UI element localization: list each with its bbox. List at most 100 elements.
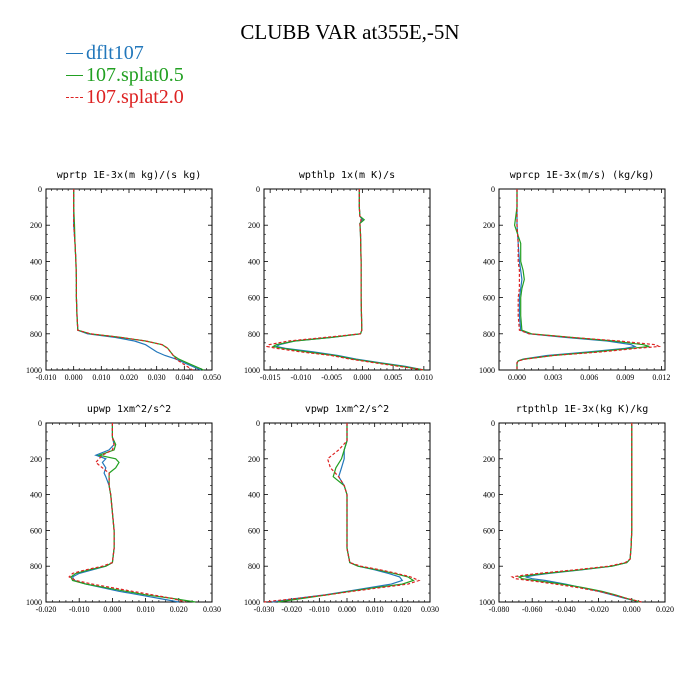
- x-tick-label: -0.010: [69, 605, 90, 614]
- x-tick-label: 0.010: [415, 373, 433, 382]
- legend-line-icon: [66, 96, 83, 98]
- x-tick-label: 0.000: [65, 373, 83, 382]
- legend-item-splat05: 107.splat0.5: [66, 64, 184, 86]
- x-tick-label: -0.060: [522, 605, 543, 614]
- panel-title: wprcp 1E-3x(m/s) (kg/kg): [510, 170, 655, 181]
- x-tick-label: 0.040: [175, 373, 193, 382]
- x-tick-label: 0.030: [421, 605, 439, 614]
- x-tick-label: -0.005: [321, 373, 342, 382]
- y-tick-label: 200: [30, 455, 42, 464]
- series-line-107-splat2-0: [510, 423, 642, 603]
- y-tick-label: 600: [248, 294, 260, 303]
- panel-title: upwp 1xm^2/s^2: [87, 404, 171, 415]
- x-tick-label: 0.003: [544, 373, 562, 382]
- panel-1: wpthlp 1x(m K)/s -0.015 -0.010 -0.005 0.000 0…: [244, 170, 433, 382]
- y-tick-label: 200: [248, 455, 260, 464]
- legend-label: dflt107: [86, 42, 144, 64]
- x-tick-label: -0.030: [254, 605, 275, 614]
- y-tick-label: 800: [248, 562, 260, 571]
- plot-frame: [45, 188, 213, 371]
- series-line-107-splat2-0: [265, 189, 424, 371]
- x-tick-label: -0.080: [489, 605, 510, 614]
- series-line-107-splat0-5: [517, 423, 641, 603]
- y-tick-label: 200: [483, 221, 495, 230]
- x-tick-label: -0.010: [309, 605, 330, 614]
- series-line-dflt107: [73, 189, 202, 371]
- x-tick-label: 0.009: [616, 373, 634, 382]
- series-line-107-splat2-0: [68, 423, 186, 603]
- y-tick-label: 1000: [244, 598, 260, 607]
- y-tick-label: 0: [256, 185, 260, 194]
- series-line-107-splat2-0: [73, 189, 193, 371]
- y-tick-label: 800: [483, 330, 495, 339]
- series-line-dflt107: [516, 189, 637, 370]
- y-tick-label: 1000: [26, 598, 42, 607]
- y-tick-label: 400: [30, 257, 42, 266]
- y-tick-label: 200: [248, 221, 260, 230]
- x-tick-label: 0.010: [137, 605, 155, 614]
- series-line-107-splat0-5: [277, 423, 415, 603]
- y-tick-label: 600: [30, 526, 42, 535]
- x-tick-label: 0.010: [92, 373, 110, 382]
- y-tick-label: 200: [483, 455, 495, 464]
- figure-title: CLUBB VAR at355E,-5N: [240, 20, 460, 44]
- legend-label: 107.splat2.0: [86, 86, 184, 108]
- series-line-107-splat0-5: [513, 189, 650, 370]
- x-tick-label: 0.000: [623, 605, 641, 614]
- panel-title: vpwp 1xm^2/s^2: [305, 404, 389, 415]
- x-tick-label: -0.010: [291, 373, 312, 382]
- panel-title: wpthlp 1x(m K)/s: [299, 170, 395, 181]
- y-tick-label: 600: [248, 526, 260, 535]
- panel-0: wprtp 1E-3x(m kg)/(s kg) -0.010 0.000 0.010…: [26, 170, 221, 382]
- legend-line-icon: [66, 52, 83, 54]
- x-tick-label: 0.010: [366, 605, 384, 614]
- x-tick-label: 0.020: [393, 605, 411, 614]
- plot-frame: [498, 422, 666, 603]
- x-tick-label: 0.050: [203, 373, 221, 382]
- x-tick-label: 0.020: [170, 605, 188, 614]
- series-line-107-splat0-5: [70, 423, 196, 603]
- y-tick-label: 0: [491, 185, 495, 194]
- panel-title: wprtp 1E-3x(m kg)/(s kg): [57, 170, 202, 181]
- y-tick-label: 800: [483, 562, 495, 571]
- y-tick-label: 400: [248, 491, 260, 500]
- legend-line-icon: [66, 74, 83, 76]
- legend-item-splat20: 107.splat2.0: [66, 86, 184, 108]
- series-line-dflt107: [71, 423, 179, 603]
- plot-frame: [45, 422, 213, 603]
- series-line-dflt107: [274, 189, 425, 371]
- y-tick-label: 800: [30, 330, 42, 339]
- x-tick-label: 0.030: [148, 373, 166, 382]
- x-tick-label: 0.012: [652, 373, 670, 382]
- y-tick-label: 400: [30, 491, 42, 500]
- y-tick-label: 800: [30, 562, 42, 571]
- panel-4: vpwp 1xm^2/s^2 -0.030 -0.020 -0.010 0.000 0.0…: [244, 404, 439, 614]
- x-tick-label: -0.040: [555, 605, 576, 614]
- panel-3: upwp 1xm^2/s^2 -0.020 -0.010 0.000 0.010 0.02…: [26, 404, 221, 614]
- y-tick-label: 400: [248, 257, 260, 266]
- y-tick-label: 0: [491, 419, 495, 428]
- series-line-107-splat2-0: [263, 423, 421, 603]
- y-tick-label: 600: [483, 526, 495, 535]
- x-tick-label: 0.000: [353, 373, 371, 382]
- y-tick-label: 400: [483, 491, 495, 500]
- x-tick-label: 0.020: [656, 605, 674, 614]
- series-line-107-splat0-5: [271, 189, 424, 371]
- legend-item-dflt107: dflt107: [66, 42, 184, 64]
- x-tick-label: 0.006: [580, 373, 598, 382]
- y-tick-label: 1000: [244, 366, 260, 375]
- y-tick-label: 0: [38, 185, 42, 194]
- y-tick-label: 1000: [479, 598, 495, 607]
- y-tick-label: 200: [30, 221, 42, 230]
- panel-5: rtpthlp 1E-3x(kg K)/kg -0.080 -0.060 -0.040…: [479, 404, 674, 614]
- panel-title: rtpthlp 1E-3x(kg K)/kg: [516, 404, 648, 415]
- series-line-dflt107: [272, 423, 404, 603]
- y-tick-label: 600: [483, 294, 495, 303]
- x-tick-label: 0.005: [384, 373, 402, 382]
- x-tick-label: 0.000: [508, 373, 526, 382]
- series-line-107-splat2-0: [516, 189, 662, 370]
- y-tick-label: 600: [30, 294, 42, 303]
- x-tick-label: -0.020: [281, 605, 302, 614]
- x-tick-label: -0.015: [260, 373, 281, 382]
